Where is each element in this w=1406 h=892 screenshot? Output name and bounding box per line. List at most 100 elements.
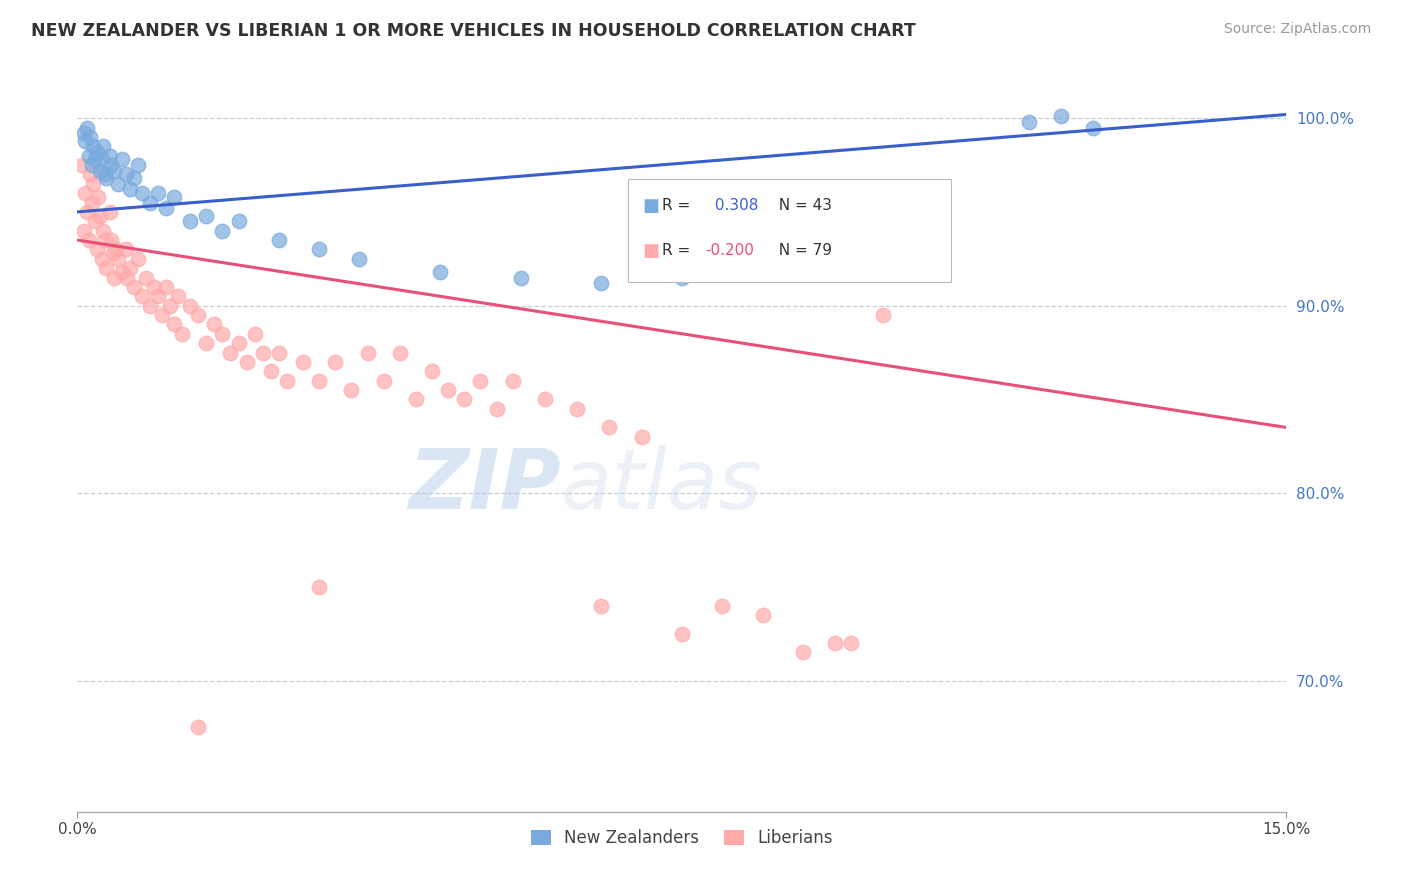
Point xyxy=(135,270,157,285)
Point xyxy=(107,177,129,191)
Text: Source: ZipAtlas.com: Source: ZipAtlas.com xyxy=(1223,22,1371,37)
Point xyxy=(103,163,125,178)
Point xyxy=(373,374,395,388)
Point xyxy=(98,149,121,163)
Point xyxy=(872,308,894,322)
Point xyxy=(98,205,121,219)
Point xyxy=(163,190,186,204)
Text: R =: R = xyxy=(662,243,695,258)
Point xyxy=(127,158,149,172)
Point xyxy=(751,607,773,622)
Point xyxy=(90,252,112,266)
Point xyxy=(485,401,508,416)
Point xyxy=(502,374,524,388)
Point xyxy=(711,599,734,613)
Point xyxy=(89,209,111,223)
Point xyxy=(93,168,115,182)
Point xyxy=(163,318,186,332)
Point xyxy=(172,326,194,341)
Point xyxy=(228,214,250,228)
Point xyxy=(219,345,242,359)
Point xyxy=(792,645,814,659)
Point xyxy=(79,168,101,182)
Point xyxy=(90,153,112,167)
Point xyxy=(453,392,475,407)
Text: ■: ■ xyxy=(643,197,659,215)
Point xyxy=(308,374,330,388)
Point xyxy=(111,153,134,167)
Point xyxy=(591,599,613,613)
Point xyxy=(82,177,104,191)
Point xyxy=(243,326,266,341)
Point xyxy=(211,326,233,341)
Point xyxy=(260,364,283,378)
Point xyxy=(267,345,290,359)
Point xyxy=(77,149,100,163)
Point xyxy=(179,299,201,313)
Point xyxy=(105,243,128,257)
Point xyxy=(202,318,225,332)
Point xyxy=(80,158,103,172)
Point xyxy=(839,636,862,650)
Point xyxy=(91,139,114,153)
Point xyxy=(111,265,134,279)
Point xyxy=(96,171,118,186)
Point xyxy=(751,261,773,276)
Text: -0.200: -0.200 xyxy=(706,243,754,258)
Text: R =: R = xyxy=(662,198,695,213)
Point xyxy=(388,345,411,359)
Point xyxy=(323,355,346,369)
Point xyxy=(598,420,620,434)
Point xyxy=(228,336,250,351)
Point xyxy=(429,265,451,279)
Point xyxy=(211,224,233,238)
Point xyxy=(75,186,97,201)
Point xyxy=(630,430,652,444)
Point xyxy=(470,374,492,388)
Point xyxy=(76,120,98,135)
Point xyxy=(127,252,149,266)
Point xyxy=(405,392,427,407)
Point xyxy=(100,233,122,247)
Point xyxy=(155,280,177,294)
Point xyxy=(84,153,107,167)
Text: atlas: atlas xyxy=(561,445,762,526)
Point xyxy=(91,224,114,238)
Point xyxy=(84,214,107,228)
Point xyxy=(159,299,181,313)
Point xyxy=(150,308,173,322)
Point xyxy=(179,214,201,228)
Point xyxy=(114,243,136,257)
Point xyxy=(671,626,693,640)
Point xyxy=(195,209,218,223)
Point xyxy=(117,270,139,285)
Point xyxy=(80,195,103,210)
Point xyxy=(437,383,460,397)
Point xyxy=(93,233,115,247)
Point xyxy=(167,289,190,303)
Point xyxy=(82,139,104,153)
Point xyxy=(340,383,363,397)
Point xyxy=(276,374,298,388)
Point xyxy=(534,392,557,407)
Point xyxy=(86,243,108,257)
Point xyxy=(308,580,330,594)
Text: 0.308: 0.308 xyxy=(710,198,758,213)
Point xyxy=(118,261,141,276)
Point xyxy=(187,720,209,734)
Point xyxy=(671,270,693,285)
Point xyxy=(89,163,111,178)
Point xyxy=(252,345,274,359)
Point xyxy=(73,126,96,140)
Point xyxy=(509,270,531,285)
Point xyxy=(75,134,97,148)
Point xyxy=(187,308,209,322)
Point xyxy=(235,355,257,369)
Point xyxy=(79,130,101,145)
Point xyxy=(356,345,378,359)
Point xyxy=(1081,120,1104,135)
Point xyxy=(349,252,371,266)
Point xyxy=(155,201,177,215)
Point xyxy=(292,355,315,369)
Point xyxy=(122,280,145,294)
